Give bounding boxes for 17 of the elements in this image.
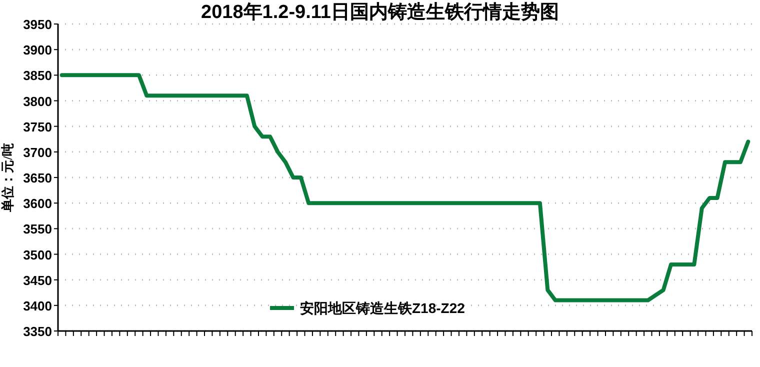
line-series bbox=[60, 73, 750, 302]
y-tick-label: 3500 bbox=[23, 247, 52, 262]
y-tick-label: 3450 bbox=[23, 272, 52, 288]
y-axis-title: 单位：元/吨 bbox=[0, 143, 15, 213]
y-tick-label: 3700 bbox=[23, 144, 52, 160]
legend-label: 安阳地区铸造生铁Z18-Z22 bbox=[300, 300, 466, 316]
y-tick-label: 3750 bbox=[23, 119, 52, 134]
y-tick-label: 3400 bbox=[23, 298, 52, 314]
y-tick-label: 3550 bbox=[23, 222, 52, 237]
y-tick-label: 3600 bbox=[23, 196, 52, 212]
y-tick-label: 3350 bbox=[23, 324, 52, 339]
chart-title: 2018年1.2-9.11日国内铸造生铁行情走势图 bbox=[201, 1, 559, 23]
y-tick-label: 3900 bbox=[23, 42, 52, 58]
y-tick-label: 3800 bbox=[23, 94, 52, 109]
y-tick-label: 3850 bbox=[23, 68, 52, 84]
y-tick-label: 3650 bbox=[23, 170, 52, 186]
y-tick-label: 3950 bbox=[23, 17, 52, 32]
